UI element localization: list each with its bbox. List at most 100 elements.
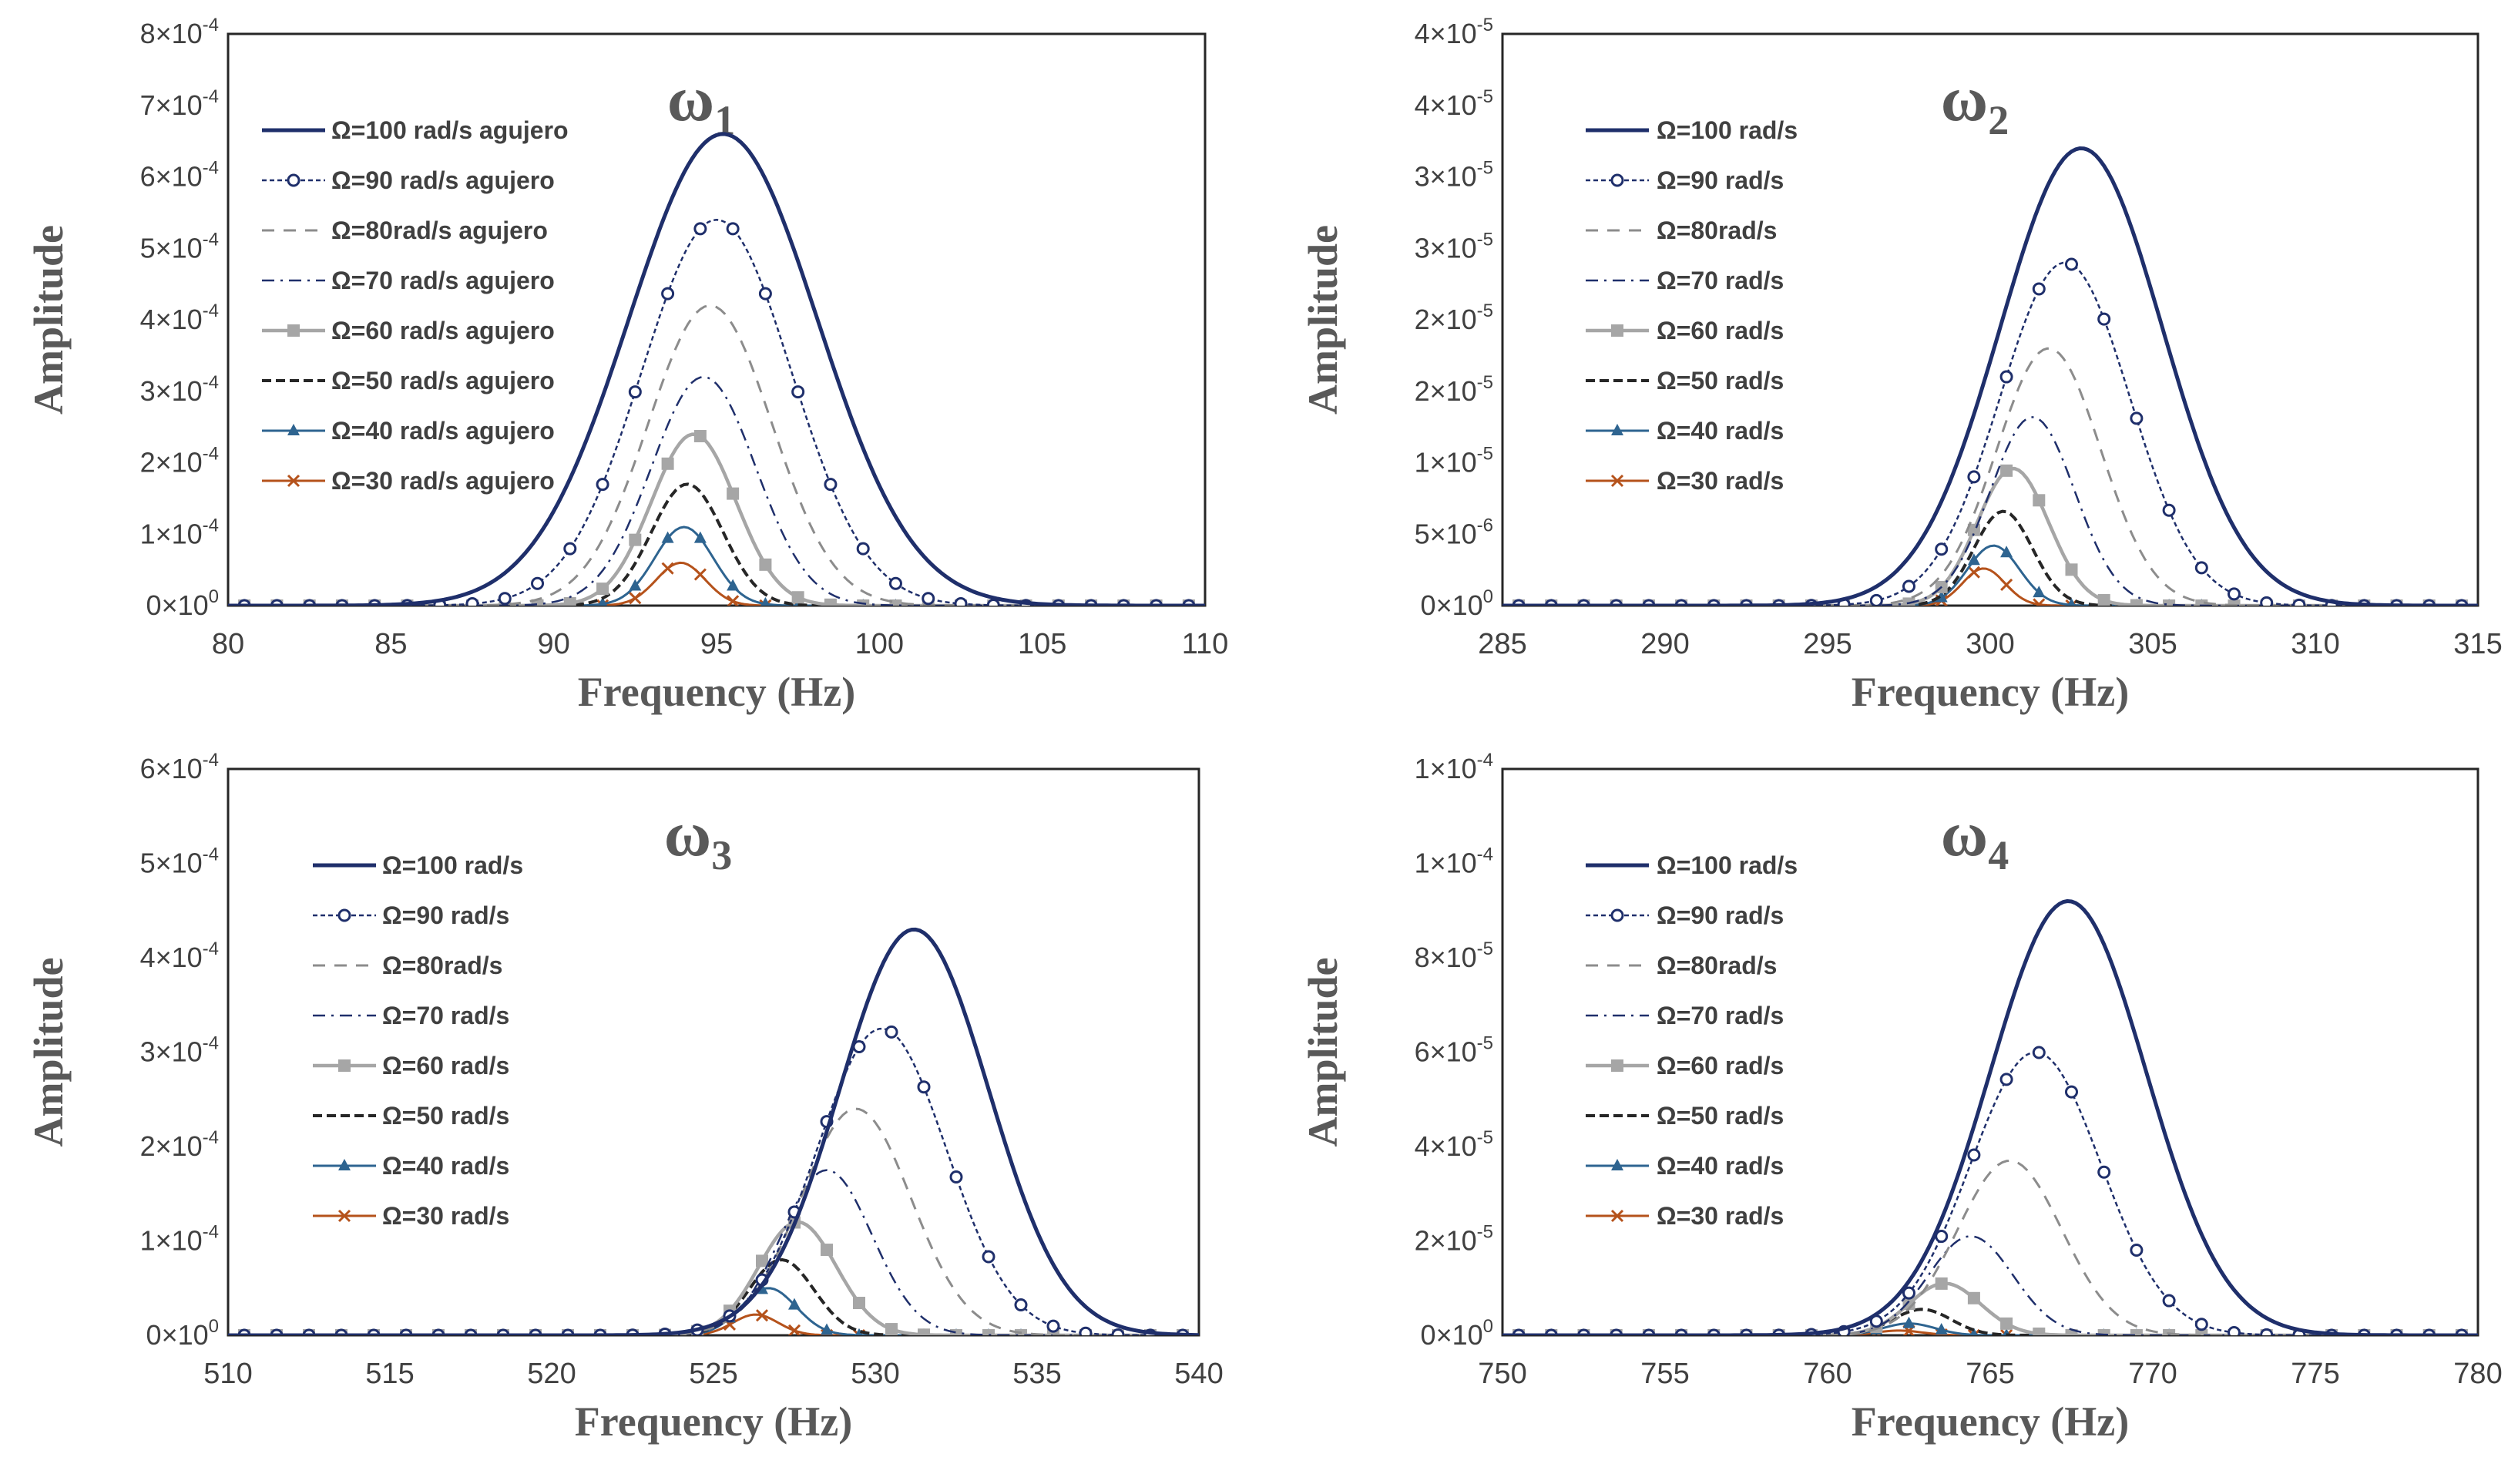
data-point [2097,1328,2110,1335]
data-point [853,1297,865,1310]
data-point [2292,598,2306,606]
x-tick-label: 530 [851,1358,899,1390]
series-line [1502,146,2478,606]
x-tick-label: 295 [1803,628,1852,660]
legend-marker [287,173,300,187]
x-tick-label: 100 [855,628,904,660]
y-tick-label: 4×10-4 [140,938,219,973]
x-axis-label: Frequency (Hz) [1852,1398,2129,1445]
series-line [228,132,1205,606]
legend-marker [1610,1209,1624,1223]
legend-marker [1610,173,1624,187]
data-point [596,478,609,492]
legend-label: Ω=100 rad/s [382,851,523,879]
legend-item: Ω=30 rad/s agujero [262,467,555,495]
data-point [949,1170,963,1184]
data-point [2130,1243,2144,1257]
legend-item: Ω=40 rad/s [313,1152,509,1180]
data-point [889,599,902,606]
legend-item: Ω=50 rad/s [313,1102,509,1130]
data-point [856,542,870,556]
y-tick-label: 8×10-5 [1415,938,1493,973]
data-point [661,531,674,543]
y-tick-label: 5×10-4 [140,844,219,879]
x-tick-label: 285 [1478,628,1526,660]
data-point [982,1328,995,1335]
legend-label: Ω=60 rad/s [382,1052,509,1079]
y-tick-label: 1×10-4 [140,515,219,549]
legend-item: Ω=70 rad/s agujero [262,267,555,294]
legend-label: Ω=50 rad/s [1657,367,1784,395]
series-path [228,1313,1199,1335]
legend-item: Ω=60 rad/s [313,1052,509,1079]
series-group [1502,146,2478,606]
y-tick-label: 2×10-5 [1415,1222,1493,1257]
series-path [1502,1235,2478,1335]
y-tick-label: 1×10-5 [1415,444,1493,478]
legend-item: Ω=90 rad/s [1586,901,1784,929]
data-point [727,579,740,591]
data-point [986,598,1000,606]
legend-label: Ω=60 rad/s [1657,317,1784,344]
data-point [465,597,479,606]
data-point [2162,1294,2176,1308]
legend-label: Ω=90 rad/s [382,901,509,929]
plot-area [227,32,1207,607]
data-point [628,385,642,399]
x-axis-label: Frequency (Hz) [575,1398,852,1445]
x-tick-label: 300 [1966,628,2014,660]
series-path [228,132,1205,606]
legend-marker [337,908,351,922]
x-tick-label: 765 [1966,1358,2014,1390]
legend-label: Ω=90 rad/s agujero [331,166,555,194]
data-point [531,576,545,590]
data-point [2067,598,2076,606]
series-path [228,561,1205,606]
series-path [1502,1051,2478,1335]
chart-panel-4: 0×100 2×10-5 4×10-5 6×10-5 8×10-5 1×10-4 1×10-… [1300,750,2503,1445]
data-point [1869,593,1883,606]
legend-item: Ω=50 rad/s [1586,1102,1784,1130]
x-tick-label: 95 [700,628,733,660]
series-path [1502,509,2478,606]
legend-item: Ω=90 rad/s [1586,166,1784,194]
x-tick-label: 520 [527,1358,576,1390]
chart-panel-1: 0×100 1×10-4 2×10-4 3×10-4 4×10-4 5×10-4 6×10-… [25,15,1228,715]
data-point [2130,599,2143,606]
plot-area [1501,32,2479,607]
y-tick-label: 3×10-4 [140,1033,219,1068]
data-point [1111,1328,1125,1335]
data-point [2130,1329,2143,1335]
x-tick-label: 760 [1803,1358,1852,1390]
legend-label: Ω=100 rad/s [1657,851,1798,879]
data-point [885,1323,898,1335]
data-point [758,287,772,300]
legend-marker [1611,424,1623,435]
data-point [629,579,642,591]
data-point [1079,1326,1093,1335]
legend-item: Ω=100 rad/s [313,851,523,879]
legend-item: Ω=80rad/s agujero [262,217,548,244]
legend-label: Ω=30 rad/s [1657,1202,1784,1230]
data-point [787,1324,801,1335]
y-tick-label: 1×10-4 [140,1222,219,1257]
legend-label: Ω=100 rad/s [1657,116,1798,144]
data-point [2097,312,2111,326]
y-tick-label: 4×10-5 [1415,15,1493,49]
x-tick-label: 770 [2128,1358,2177,1390]
data-point [598,596,608,606]
legend-label: Ω=70 rad/s agujero [331,267,555,294]
data-point [1902,1316,1915,1328]
data-point [821,1323,833,1335]
data-point [2130,411,2144,425]
data-point [2000,578,2013,592]
legend-item: Ω=80rad/s [313,952,502,979]
data-point [1935,1322,1948,1335]
series-path [228,218,1205,606]
y-tick-label: 0×100 [146,1316,219,1351]
y-tick-label: 1×10-4 [1415,750,1493,784]
series-line [228,1107,1199,1335]
legend-item: Ω=50 rad/s [1586,367,1784,395]
chart-title: ω4 [1941,798,2009,878]
data-point [755,1309,769,1322]
